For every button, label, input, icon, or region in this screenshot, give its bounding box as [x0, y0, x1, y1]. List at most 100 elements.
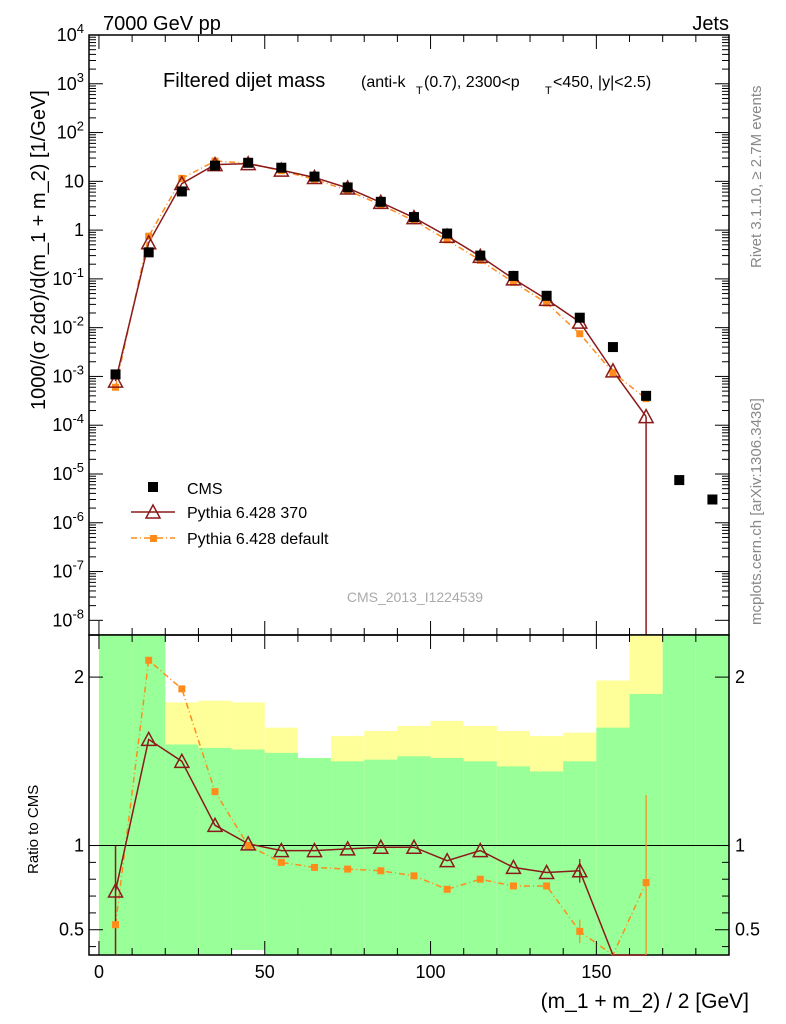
ratio-default-point — [509, 882, 517, 890]
x-tick-label: 0 — [94, 962, 104, 982]
ratio-default-point — [244, 842, 252, 850]
default-point — [576, 330, 584, 338]
ratio-default-point — [178, 685, 186, 693]
cms-point — [674, 475, 685, 486]
top-panel: 10-8 10-7 10-6 10-5 10-4 10-3 10-2 10-1 1 10 102 10… — [52, 21, 730, 636]
ratio-default-point — [576, 927, 584, 935]
ratio-y-tick-label: 0.5 — [59, 920, 84, 940]
title-detail-2: (0.7), 2300<p — [424, 74, 520, 91]
ratio-370-point — [505, 858, 522, 875]
green-band-bin — [132, 635, 166, 955]
ratio-370-point — [173, 752, 191, 769]
ratio-370-point — [273, 841, 290, 858]
x-axis-label: (m_1 + m_2) / 2 [GeV] — [541, 990, 749, 1013]
ratio-370-line — [114, 738, 647, 956]
ratio-default-point — [112, 921, 120, 929]
top-ylabel: 1000/(σ 2dσ)/d(m_1 + m_2) [1/GeV] — [28, 90, 50, 410]
ratio-y-tick-label-right: 0.5 — [735, 920, 760, 940]
y-tick-label: 10-4 — [52, 411, 84, 435]
cms-point — [143, 247, 154, 258]
y-tick-label: 10-5 — [52, 460, 84, 484]
ratio-default-point — [344, 865, 352, 873]
x-tick-label: 50 — [255, 962, 275, 982]
ratio-default-point — [443, 885, 451, 893]
x-tick-label: 150 — [581, 962, 611, 982]
default-point — [609, 369, 617, 377]
cms-point — [475, 250, 486, 261]
green-band-bin — [165, 744, 199, 955]
cms-point — [276, 162, 287, 173]
cms-point — [607, 342, 618, 353]
y-tick-label: 10 — [64, 171, 84, 191]
ratio-370-point — [405, 838, 423, 854]
green-band-bin — [364, 759, 398, 955]
green-band-bin — [695, 635, 729, 955]
legend-370-marker — [144, 503, 162, 519]
title-detail-1: (anti-k — [361, 74, 406, 91]
cms-point — [442, 228, 453, 239]
ratio-default-point — [145, 656, 153, 664]
cms-point — [408, 212, 419, 223]
green-band-bin — [662, 635, 696, 955]
ratio-370-point — [538, 863, 555, 880]
top-frame — [88, 34, 730, 636]
y-tick-label: 10-2 — [52, 314, 84, 338]
default-point — [178, 174, 186, 182]
ratio-370-point — [140, 730, 157, 747]
cms-point — [110, 369, 121, 380]
ratio-370-point — [372, 838, 390, 854]
cms-point — [641, 390, 652, 401]
ratio-370-point — [206, 816, 224, 833]
cms-point — [707, 494, 718, 505]
legend-cms-label: CMS — [187, 481, 223, 498]
x-tick-label: 100 — [416, 962, 446, 982]
ratio-default-point — [642, 879, 650, 887]
category-label: Jets — [692, 13, 729, 35]
title-main: Filtered dijet mass — [163, 70, 325, 92]
green-band-bin — [331, 761, 365, 955]
ratio-default-point — [543, 882, 551, 890]
cms-point — [541, 290, 552, 301]
ratio-default-line — [114, 658, 647, 957]
plot-title: Filtered dijet mass (anti-k T (0.7), 230… — [163, 70, 651, 97]
green-band-bin — [530, 771, 564, 955]
ratio-default-point — [310, 863, 318, 871]
title-sub-2: T — [545, 85, 552, 97]
ratio-370-point — [472, 841, 489, 858]
legend-370-label: Pythia 6.428 370 — [187, 505, 307, 522]
ratio-370-point — [339, 840, 356, 856]
y-tick-label: 104 — [57, 21, 84, 45]
y-tick-label: 102 — [57, 119, 84, 143]
ratio-y-tick-label: 2 — [74, 667, 84, 687]
green-band-bin — [463, 761, 497, 955]
legend-cms-marker — [148, 482, 158, 492]
cms-point — [210, 160, 221, 171]
default-point — [509, 278, 517, 286]
green-band-bin — [264, 752, 298, 955]
y-tick-label: 10-7 — [52, 558, 84, 582]
green-band-bin — [397, 756, 431, 955]
default-point — [543, 299, 551, 307]
cms-point — [508, 270, 519, 281]
rivet-label: Rivet 3.1.10, ≥ 2.7M events — [748, 86, 765, 269]
ratio-default-point — [277, 858, 285, 866]
cms-point — [574, 312, 585, 323]
legend-default-marker — [150, 535, 157, 542]
ratio-y-tick-label-right: 1 — [735, 836, 745, 856]
ratio-default-point — [211, 788, 219, 796]
title-detail-3: <450, |y|<2.5) — [553, 74, 651, 91]
370-point — [637, 408, 655, 424]
green-band-bin — [596, 727, 630, 955]
cms-point — [243, 157, 254, 168]
ratio-default-point — [410, 872, 418, 880]
cms-point — [309, 171, 320, 182]
ratio-default-point — [476, 875, 484, 883]
370-point — [604, 362, 622, 378]
ratio-y-tick-label: 1 — [74, 836, 84, 856]
ratio-default-point — [377, 867, 385, 875]
cms-point — [342, 182, 353, 193]
energy-label: 7000 GeV pp — [103, 13, 221, 35]
watermark: CMS_2013_I1224539 — [347, 589, 483, 605]
ratio-ylabel: Ratio to CMS — [25, 785, 42, 874]
